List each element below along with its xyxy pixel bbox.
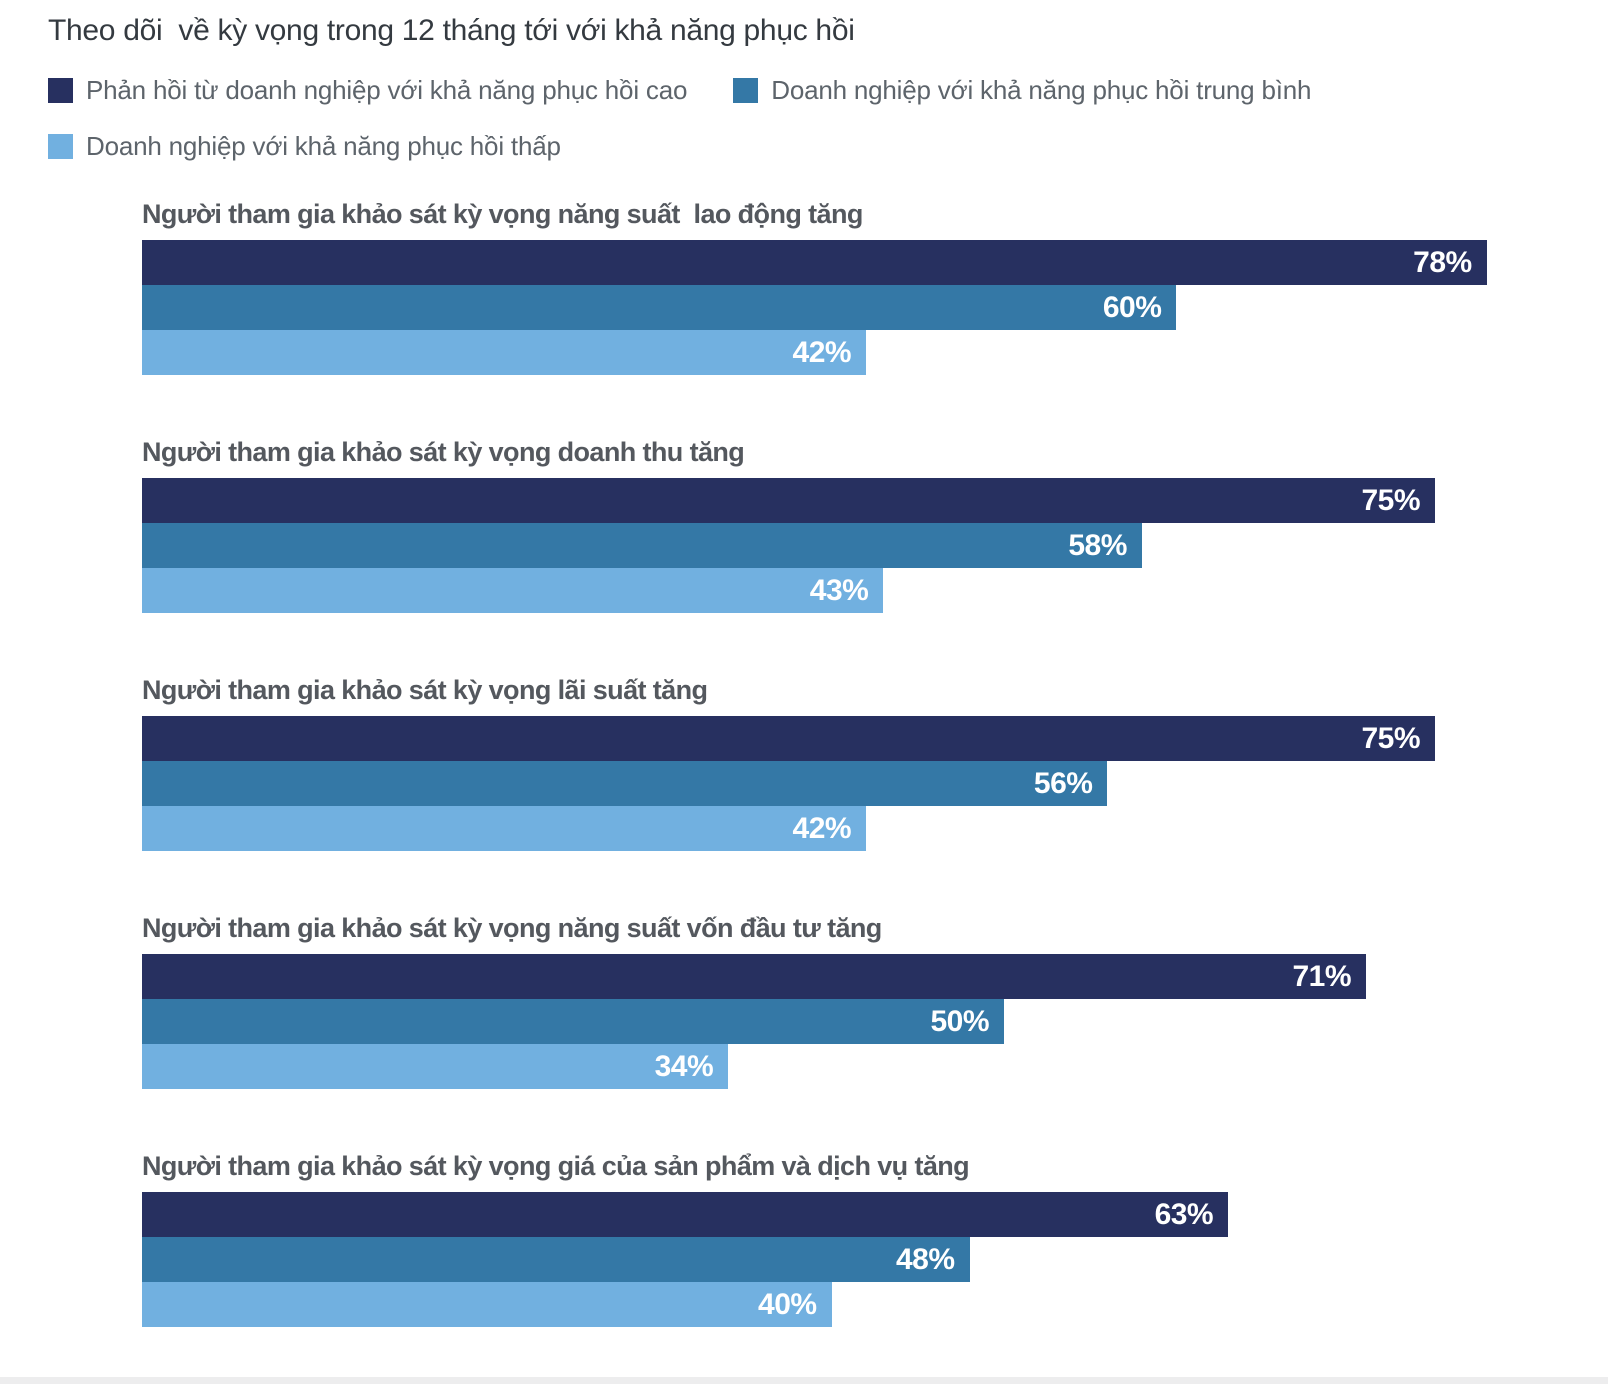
bar: 34%	[142, 1044, 729, 1089]
bar: 78%	[142, 240, 1487, 285]
group-title: Người tham gia khảo sát kỳ vọng lãi suất…	[142, 675, 708, 705]
bar-value-label: 42%	[792, 811, 852, 845]
bar-group: Người tham gia khảo sát kỳ vọng năng suấ…	[142, 913, 1608, 1089]
legend-item-high-resilience: Phản hồi từ doanh nghiệp với khả năng ph…	[48, 75, 687, 106]
bar-group: Người tham gia khảo sát kỳ vọng giá của …	[142, 1151, 1608, 1327]
legend-label-low: Doanh nghiệp với khả năng phục hồi thấp	[86, 131, 561, 161]
bar: 75%	[142, 716, 1435, 761]
bar-value-label: 34%	[654, 1049, 714, 1083]
legend-label-medium: Doanh nghiệp với khả năng phục hồi trung…	[771, 75, 1312, 105]
page-title: Theo dõi về kỳ vọng trong 12 tháng tới v…	[48, 14, 855, 47]
chart-header: Theo dõi về kỳ vọng trong 12 tháng tới v…	[0, 0, 1608, 162]
bar-value-label: 48%	[895, 1242, 955, 1276]
bar: 42%	[142, 806, 867, 851]
bar-value-label: 75%	[1361, 483, 1420, 517]
group-title: Người tham gia khảo sát kỳ vọng năng suấ…	[142, 199, 863, 229]
bar-value-label: 58%	[1068, 528, 1127, 562]
chart: Người tham gia khảo sát kỳ vọng năng suấ…	[0, 199, 1608, 1327]
bar-value-label: 60%	[1102, 290, 1162, 324]
group-title: Người tham gia khảo sát kỳ vọng giá của …	[142, 1151, 970, 1181]
legend-row-2: Doanh nghiệp với khả năng phục hồi thấp	[48, 131, 1608, 162]
bar: 50%	[142, 999, 1004, 1044]
legend: Phản hồi từ doanh nghiệp với khả năng ph…	[48, 75, 1608, 162]
bar: 71%	[142, 954, 1367, 999]
bar-value-label: 75%	[1361, 721, 1420, 755]
bar-value-label: 50%	[930, 1004, 989, 1038]
legend-swatch-high-icon	[48, 78, 73, 103]
bar: 48%	[142, 1237, 970, 1282]
bar: 42%	[142, 330, 867, 375]
bar: 63%	[142, 1192, 1229, 1237]
legend-item-low-resilience: Doanh nghiệp với khả năng phục hồi thấp	[48, 131, 561, 162]
bar-value-label: 43%	[809, 573, 869, 607]
legend-swatch-medium-icon	[733, 78, 759, 103]
group-title: Người tham gia khảo sát kỳ vọng doanh th…	[142, 437, 745, 467]
bar: 58%	[142, 523, 1142, 568]
legend-row-1: Phản hồi từ doanh nghiệp với khả năng ph…	[48, 75, 1608, 106]
bar-value-label: 71%	[1292, 959, 1352, 993]
bar-value-label: 63%	[1154, 1197, 1214, 1231]
bottom-divider	[0, 1377, 1608, 1384]
bar-value-label: 40%	[758, 1287, 817, 1321]
group-title: Người tham gia khảo sát kỳ vọng năng suấ…	[142, 913, 882, 943]
bar-value-label: 78%	[1413, 245, 1472, 279]
bar: 56%	[142, 761, 1108, 806]
bar: 43%	[142, 568, 884, 613]
bar-value-label: 56%	[1033, 766, 1093, 800]
legend-swatch-low-icon	[48, 134, 73, 159]
legend-item-medium-resilience: Doanh nghiệp với khả năng phục hồi trung…	[733, 75, 1311, 106]
bar: 75%	[142, 478, 1435, 523]
bar: 40%	[142, 1282, 832, 1327]
bar: 60%	[142, 285, 1177, 330]
legend-label-high: Phản hồi từ doanh nghiệp với khả năng ph…	[86, 75, 688, 105]
bar-group: Người tham gia khảo sát kỳ vọng doanh th…	[142, 437, 1608, 613]
bar-group: Người tham gia khảo sát kỳ vọng năng suấ…	[142, 199, 1608, 375]
bar-group: Người tham gia khảo sát kỳ vọng lãi suất…	[142, 675, 1608, 851]
bar-value-label: 42%	[792, 335, 852, 369]
